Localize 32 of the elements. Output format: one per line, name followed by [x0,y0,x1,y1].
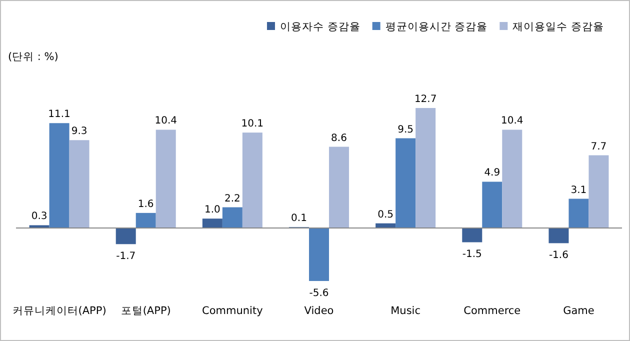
data-label: 2.2 [224,193,240,204]
data-label: 3.1 [570,184,587,196]
data-label: -1.5 [462,249,482,260]
x-tick-label: 포털(APP) [120,305,171,317]
data-label: 1.6 [138,198,154,210]
legend-label: 재이용일수 증감율 [512,21,604,33]
legend-label: 이용자수 증감율 [280,21,360,33]
x-tick-label: 커뮤니케이터(APP) [12,305,106,317]
data-label: 9.5 [398,124,414,136]
x-tick-label: Community [202,305,263,317]
data-label: -1.6 [548,250,568,262]
data-label: 0.5 [378,209,394,220]
text: (단위 : %) [8,51,58,63]
data-label: 12.7 [414,94,437,105]
x-tick-label: Game [563,305,594,317]
data-label: 10.4 [154,116,177,127]
data-label: 9.3 [71,126,88,138]
data-label: 10.1 [241,118,264,130]
x-tick-label: Video [304,305,334,317]
data-label: -1.7 [116,251,136,262]
data-label: 10.4 [501,116,524,127]
data-label: 0.3 [31,211,48,222]
data-label: 8.6 [331,132,347,144]
data-label: 4.9 [484,168,500,179]
data-label: -5.6 [309,288,329,299]
legend-label: 평균이용시간 증감율 [385,21,488,33]
x-tick-label: Music [390,305,421,317]
data-label: 0.1 [291,213,307,224]
data-label: 7.7 [590,141,607,152]
data-label: 11.1 [48,109,70,120]
x-tick-label: Commerce [464,305,521,317]
data-label: 1.0 [204,204,220,216]
